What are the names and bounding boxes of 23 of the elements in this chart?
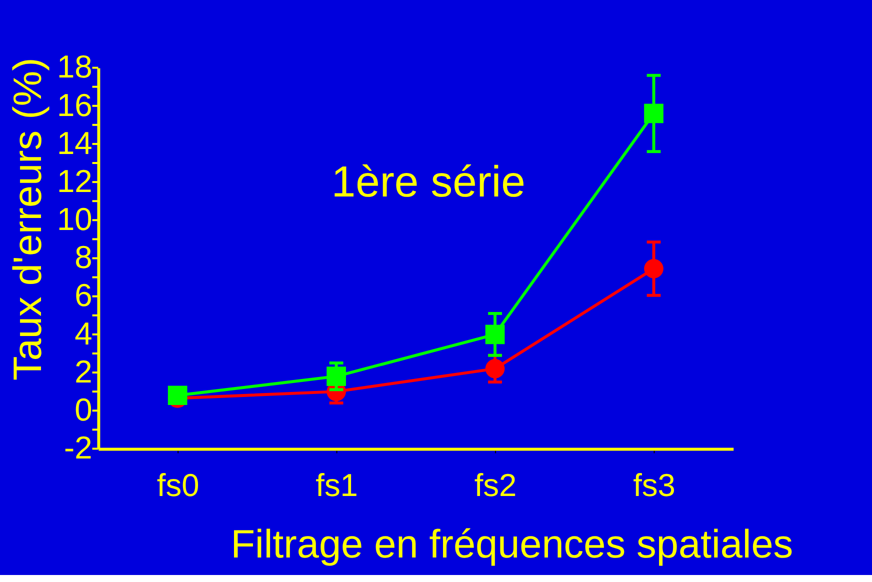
x-tick-label: fs2	[474, 466, 517, 503]
point	[485, 359, 505, 378]
annotation: 1ère série	[331, 158, 526, 207]
y-tick-label: 16	[56, 86, 92, 123]
point	[644, 104, 664, 124]
point	[485, 324, 505, 344]
y-tick-label: 14	[56, 124, 92, 161]
x-axis-title: Filtrage en fréquences spatiales	[230, 522, 794, 566]
y-tick-label: 6	[74, 277, 92, 314]
x-tick-label: fs3	[633, 466, 676, 503]
x-tick-label: fs0	[156, 466, 200, 503]
y-tick-label: 18	[56, 48, 92, 85]
y-tick-label: 12	[56, 162, 92, 199]
y-tick-label: 8	[74, 239, 92, 276]
y-tick-label: 4	[74, 315, 92, 352]
y-tick-label: 10	[56, 201, 92, 238]
x-tick-label: fs1	[316, 466, 358, 503]
y-tick-label: -2	[64, 430, 92, 466]
y-axis-title: Taux d'erreurs (%)	[6, 58, 50, 380]
y-tick-label: 2	[74, 353, 92, 390]
point	[326, 366, 346, 386]
y-tick-label: 0	[74, 392, 92, 428]
point	[644, 259, 664, 278]
